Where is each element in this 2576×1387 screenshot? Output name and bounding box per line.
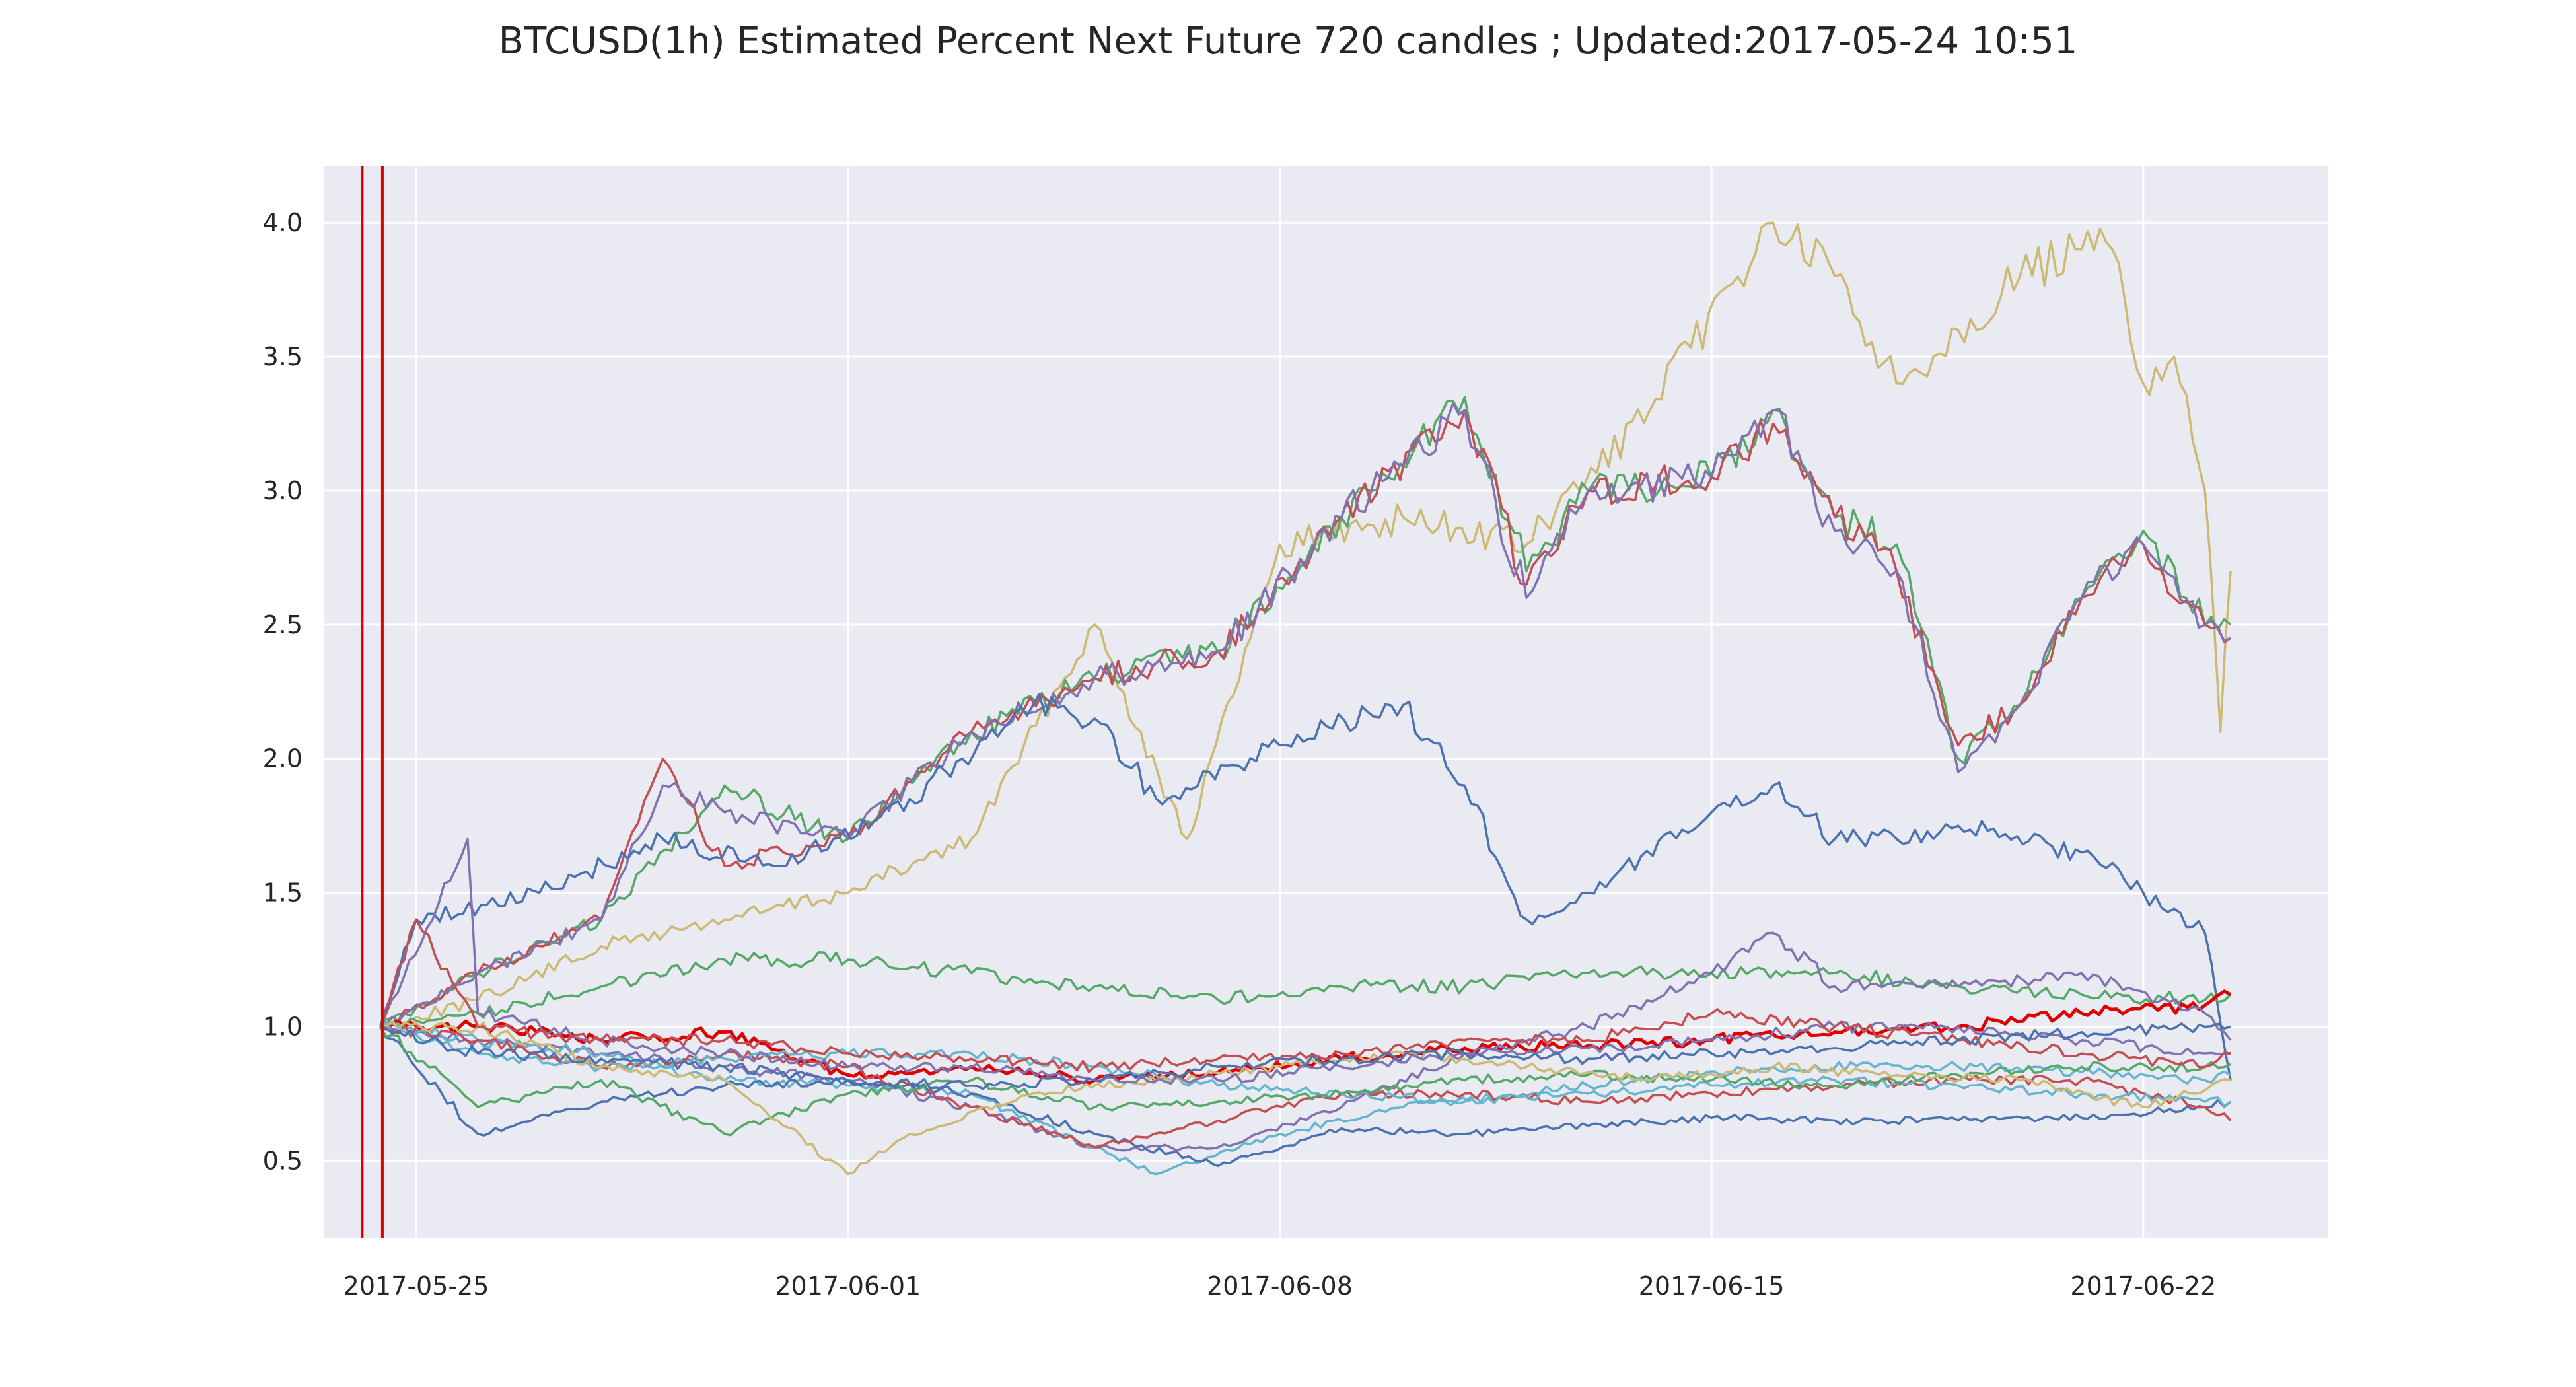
y-tick-label: 3.5 [263,342,303,371]
x-tick-label: 2017-06-08 [1207,1271,1353,1300]
y-tick-label: 3.0 [263,476,303,505]
vertical-markers [361,166,384,1238]
series-line-4 [378,693,2232,1081]
x-axis-ticks: 2017-05-25 2017-06-01 2017-06-08 2017-06-15… [343,1271,2217,1300]
x-tick-label: 2017-06-22 [2070,1271,2216,1300]
series-line-12 [379,1026,2231,1137]
series-line-11 [379,1022,2232,1108]
series-layer [378,221,2232,1176]
series-line-14 [379,837,2231,1085]
y-tick-label: 1.0 [263,1012,303,1041]
plot-area [324,166,2328,1238]
series-line-10 [380,1023,2232,1149]
y-tick-label: 2.0 [263,744,303,773]
x-tick-label: 2017-05-25 [343,1271,489,1300]
series-line-15 [378,918,2231,1073]
x-tick-label: 2017-06-01 [775,1271,921,1300]
series-line-0 [380,221,2232,1028]
chart-title: BTCUSD(1h) Estimated Percent Next Future… [498,20,2078,63]
y-axis-ticks: 0.5 1.0 1.5 2.0 2.5 3.0 3.5 4.0 [263,208,303,1175]
y-tick-label: 4.0 [263,208,303,237]
series-line-13 [380,1020,2231,1176]
y-tick-label: 0.5 [263,1146,303,1175]
x-tick-label: 2017-06-15 [1639,1271,1785,1300]
series-line-16 [380,1022,2231,1090]
y-tick-label: 1.5 [263,878,303,907]
series-line-3 [379,402,2231,1028]
y-tick-label: 2.5 [263,610,303,639]
series-line-9 [379,1026,2232,1168]
